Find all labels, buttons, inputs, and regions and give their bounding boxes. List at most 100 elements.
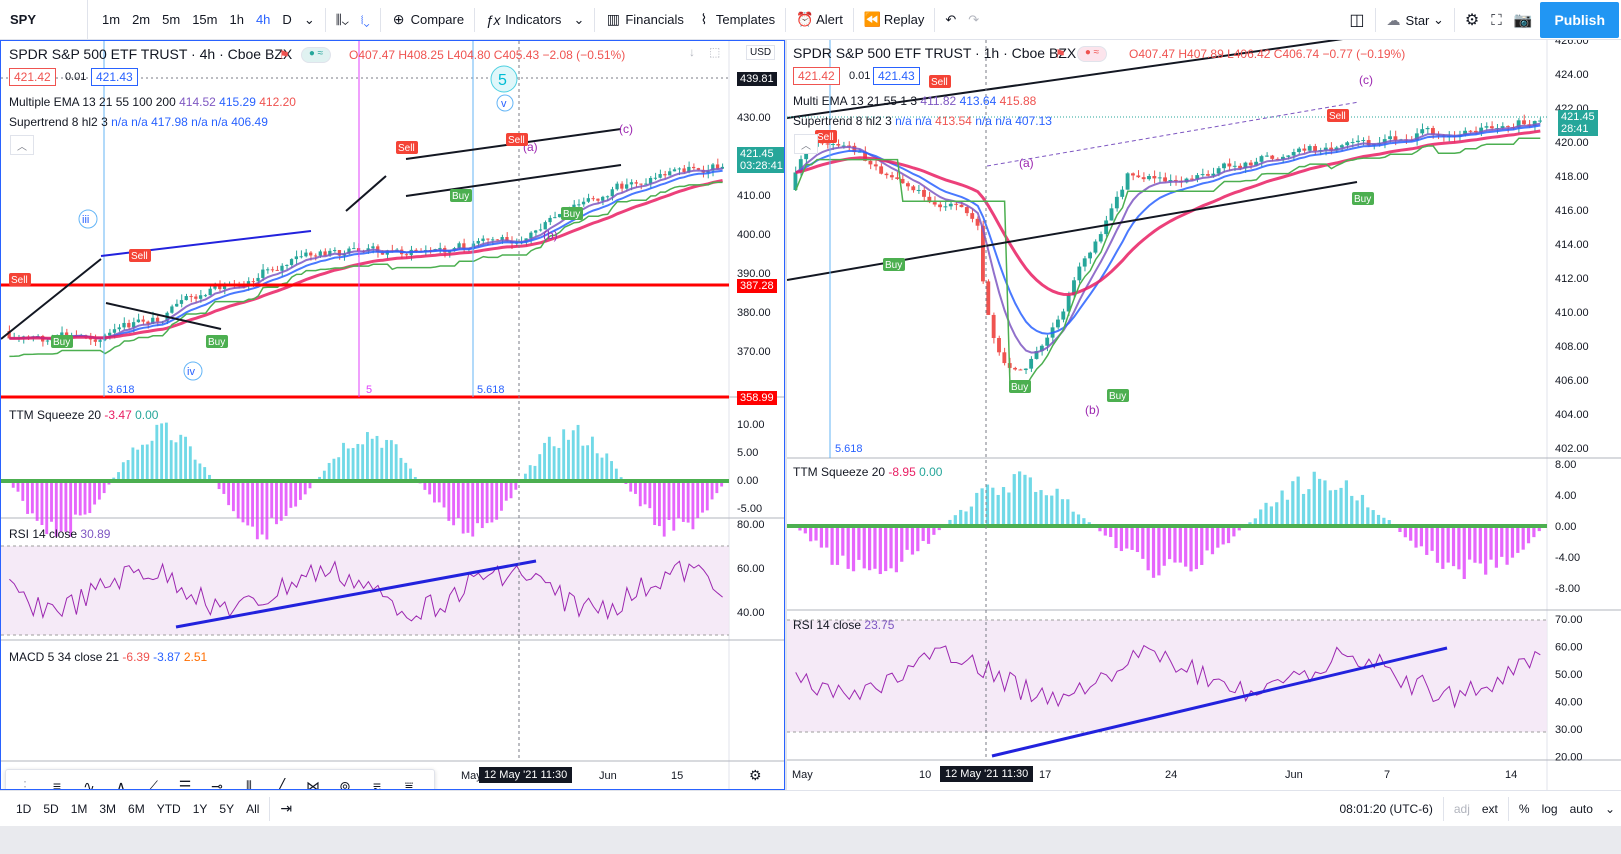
supertrend-legend[interactable]: Supertrend 8 hl2 3 n/a n/a 413.54 n/a n/… bbox=[793, 114, 1052, 128]
maximize-icon[interactable]: ⬚ bbox=[709, 45, 721, 59]
interval-15m[interactable]: 15m bbox=[192, 12, 218, 27]
candle bbox=[711, 164, 715, 171]
adj-toggle[interactable]: adj bbox=[1453, 802, 1470, 816]
measure-icon[interactable]: ⊚ bbox=[339, 777, 351, 790]
eye-toggle-icon[interactable]: ● ≈ bbox=[1077, 46, 1107, 62]
interval-5m[interactable]: 5m bbox=[162, 12, 181, 27]
flag-icon[interactable]: ⚑ bbox=[1055, 47, 1066, 61]
supertrend-legend[interactable]: Supertrend 8 hl2 3 n/a n/a 417.98 n/a n/… bbox=[9, 115, 268, 129]
macd-value: -6.39 bbox=[122, 650, 150, 664]
pattern-icon[interactable]: ⋈ bbox=[306, 777, 320, 790]
symbol-search[interactable]: SPY bbox=[0, 0, 88, 40]
range-3m[interactable]: 3M bbox=[99, 801, 117, 816]
fib-extension-icon[interactable]: ⩸ bbox=[404, 777, 414, 790]
ask-price[interactable]: 421.43 bbox=[91, 68, 138, 86]
interval-dropdown-icon[interactable]: ⌄ bbox=[303, 11, 315, 27]
range-1m[interactable]: 1M bbox=[70, 801, 88, 816]
fullscreen-icon[interactable]: ⛶ bbox=[1491, 11, 1502, 29]
horizontal-ray-icon[interactable]: ⊸ bbox=[211, 777, 223, 790]
candle bbox=[256, 277, 260, 282]
chart-canvas-right[interactable]: 426.00424.00422.00420.00418.00416.00414.… bbox=[787, 40, 1621, 790]
goto-date-icon[interactable]: ⇥ bbox=[280, 800, 293, 816]
price-axis-label: 410.00 bbox=[737, 190, 771, 202]
ext-toggle[interactable]: ext bbox=[1481, 802, 1498, 816]
vertical-lines-icon[interactable]: ⦀ bbox=[245, 777, 253, 790]
log-toggle[interactable]: log bbox=[1541, 802, 1558, 816]
ttm-bar bbox=[1210, 526, 1215, 555]
chart-pane-1h[interactable]: 426.00 424.00 422.00 420.00 418.00 416.00 414.… bbox=[785, 40, 1621, 790]
eye-toggle-icon[interactable]: ● ≈ bbox=[301, 47, 331, 63]
ttm-bar bbox=[691, 481, 695, 530]
financials-button[interactable]: ▥ Financials bbox=[599, 0, 690, 40]
currency-label[interactable]: USD bbox=[746, 45, 776, 60]
interval-1h[interactable]: 1h bbox=[229, 12, 244, 27]
percent-toggle[interactable]: % bbox=[1518, 802, 1530, 816]
publish-button[interactable]: Publish bbox=[1540, 2, 1619, 38]
fib-channel-icon[interactable]: ⩳ bbox=[372, 777, 382, 790]
interval-d[interactable]: D bbox=[282, 12, 292, 27]
range-1d[interactable]: 1D bbox=[16, 801, 32, 816]
templates-button[interactable]: ⌇ Templates bbox=[690, 0, 781, 40]
flag-icon[interactable]: ⚑ bbox=[279, 48, 290, 62]
ttm-legend[interactable]: TTM Squeeze 20 -8.95 0.00 bbox=[793, 465, 942, 479]
ttm-legend[interactable]: TTM Squeeze 20 -3.47 0.00 bbox=[9, 408, 158, 422]
layout-icon[interactable]: ◫ bbox=[1349, 12, 1365, 29]
ema-legend[interactable]: Multi EMA 13 21 55 1 3 411.82 413.64 415… bbox=[793, 94, 1036, 108]
bar-style-icon[interactable]: ⫼⌄ bbox=[335, 11, 349, 27]
interval-4h[interactable]: 4h bbox=[255, 12, 271, 27]
range-all[interactable]: All bbox=[246, 801, 260, 816]
rsi-axis-label: 50.00 bbox=[1555, 669, 1583, 681]
ray-icon[interactable]: ⟋ bbox=[148, 777, 158, 790]
sell-signal-label: Sell bbox=[508, 135, 525, 146]
range-5d[interactable]: 5D bbox=[43, 801, 59, 816]
rsi-legend[interactable]: RSI 14 close 23.75 bbox=[793, 618, 894, 632]
bid-price[interactable]: 421.42 bbox=[9, 68, 56, 86]
fib-retracement-icon[interactable]: ☰ bbox=[178, 777, 192, 790]
chevron-down-icon[interactable]: ⌄ bbox=[1604, 802, 1615, 816]
collapse-legend-icon[interactable]: ︿ bbox=[10, 135, 34, 155]
ttm-bar bbox=[648, 481, 652, 509]
undo-icon[interactable]: ↶ bbox=[945, 11, 957, 27]
indicators-dropdown-icon[interactable]: ⌄ bbox=[573, 11, 585, 27]
range-ytd[interactable]: YTD bbox=[156, 801, 181, 816]
elliott-wave-icon[interactable]: ∿ bbox=[83, 777, 95, 790]
chart-settings-gear-icon[interactable]: ⚙ bbox=[749, 767, 762, 783]
alert-button[interactable]: ⏰ Alert bbox=[790, 0, 849, 40]
chart-title[interactable]: SPDR S&P 500 ETF TRUST · 1h · Cboe BZX bbox=[793, 45, 1077, 61]
camera-icon[interactable]: 📷 bbox=[1513, 12, 1533, 29]
bid-price[interactable]: 421.42 bbox=[793, 67, 840, 85]
macd-legend[interactable]: MACD 5 34 close 21 -6.39 -3.87 2.51 bbox=[9, 650, 207, 664]
settings-gear-icon[interactable]: ⚙ bbox=[1464, 12, 1480, 29]
ema-legend[interactable]: Multiple EMA 13 21 55 100 200 414.52 415… bbox=[9, 95, 296, 109]
trend-line-icon[interactable]: ≡ bbox=[52, 778, 62, 790]
redo-icon[interactable]: ↷ bbox=[968, 11, 980, 27]
chart-canvas-left[interactable]: 430.00420.00410.00400.00390.00380.00370.… bbox=[1, 41, 785, 790]
candle bbox=[198, 295, 203, 299]
candle bbox=[275, 269, 279, 271]
chart-pane-4h[interactable]: 430.00420.00410.00400.00390.00380.00370.… bbox=[0, 40, 785, 790]
ttm-bar bbox=[11, 481, 15, 488]
range-6m[interactable]: 6M bbox=[128, 801, 145, 816]
interval-2m[interactable]: 2m bbox=[132, 12, 151, 27]
ask-price[interactable]: 421.43 bbox=[873, 67, 920, 85]
candle-style-icon[interactable]: ⧙⌄ bbox=[360, 11, 370, 27]
candle bbox=[927, 196, 932, 203]
auto-toggle[interactable]: auto bbox=[1569, 802, 1593, 816]
replay-button[interactable]: ⏪ Replay bbox=[858, 0, 930, 40]
rsi-legend[interactable]: RSI 14 close 30.89 bbox=[9, 527, 110, 541]
range-1y[interactable]: 1Y bbox=[192, 801, 208, 816]
indicators-button[interactable]: ƒx Indicators bbox=[479, 0, 567, 40]
interval-1m[interactable]: 1m bbox=[102, 12, 121, 27]
ttm-bar bbox=[889, 526, 893, 569]
line-tool-icon[interactable]: ╱ bbox=[276, 777, 286, 790]
candle bbox=[1538, 120, 1542, 122]
drag-handle-icon[interactable]: ⋮ bbox=[18, 777, 32, 790]
collapse-legend-icon[interactable]: ︿ bbox=[794, 134, 818, 154]
clock-display[interactable]: 08:01:20 (UTC-6) bbox=[1339, 802, 1433, 816]
range-5y[interactable]: 5Y bbox=[219, 801, 235, 816]
abc-wave-icon[interactable]: ∧ bbox=[115, 777, 127, 790]
compare-button[interactable]: ⊕ Compare bbox=[385, 0, 470, 40]
chart-title[interactable]: SPDR S&P 500 ETF TRUST · 4h · Cboe BZX bbox=[9, 46, 293, 62]
scroll-down-icon[interactable]: ↓ bbox=[689, 45, 695, 59]
star-button[interactable]: ☁ Star ⌄ bbox=[1386, 11, 1444, 28]
